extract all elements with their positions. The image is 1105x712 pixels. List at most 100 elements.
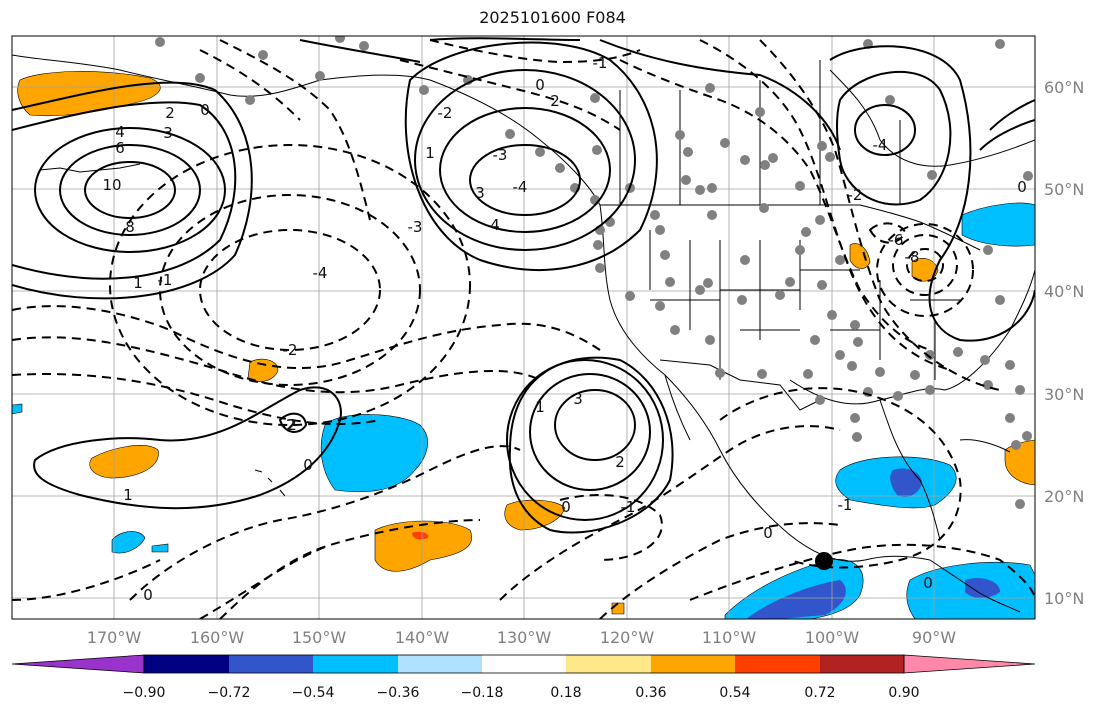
aleutian-chain: [39, 163, 141, 173]
colorbar-segment: [313, 655, 398, 673]
hawaii-islands: [254, 469, 286, 497]
contour-label: 2: [550, 92, 560, 110]
contour-label: 0: [763, 524, 773, 542]
lat-label: 10°N: [1044, 589, 1084, 608]
contour-label: -8: [905, 248, 920, 266]
map-content: 10 8 6 4 3 2 1 0 -1 -2 -3 -4 0 -1 -2 2 1…: [12, 36, 1035, 619]
lon-label: 160°W: [190, 628, 245, 647]
contour-label: -2: [283, 341, 298, 359]
contour-label: 4: [115, 123, 125, 141]
gridlines: [12, 36, 1035, 619]
lat-label: 50°N: [1044, 180, 1084, 199]
contour-label: 0: [303, 456, 313, 474]
lon-label: 100°W: [805, 628, 860, 647]
contour-label: 0: [200, 101, 210, 119]
baja: [664, 374, 691, 441]
cyan-shade-greatlakes: [961, 202, 1035, 247]
red-shade-135w: [412, 531, 429, 540]
contour-label: 0: [535, 76, 545, 94]
colorbar-tick-label: −0.90: [123, 685, 166, 701]
contour-label: 2: [615, 453, 625, 471]
cyan-shade-hawaii-south: [111, 531, 146, 554]
blue-shade-mexico: [746, 580, 846, 619]
state-lines: [649, 230, 960, 380]
colorbar-segment: [482, 655, 566, 673]
lon-label: 110°W: [702, 628, 757, 647]
blue-shade-gulf: [890, 468, 922, 497]
contour-label: -2: [438, 104, 453, 122]
contour-label: 0: [561, 498, 571, 516]
blue-shade-caribbean: [965, 578, 1000, 598]
lat-label: 40°N: [1044, 282, 1084, 301]
hudson-coast: [829, 69, 1035, 167]
lat-axis-labels: 60°N 50°N 40°N 30°N 20°N 10°N: [1044, 78, 1084, 608]
lon-label: 140°W: [395, 628, 450, 647]
contour-label: -6: [889, 231, 904, 249]
contour-label: 2: [165, 104, 175, 122]
lat-label: 60°N: [1044, 78, 1084, 97]
colorbar-left-extend: [11, 654, 145, 674]
lon-label: 90°W: [912, 628, 956, 647]
shading-layer: [12, 71, 1035, 619]
colorbar-segment: [651, 655, 735, 673]
contour-label: 3: [573, 390, 583, 408]
colorbar-segment: [566, 655, 651, 673]
colorbar-tick-label: −0.18: [461, 685, 504, 701]
contour-label: 8: [125, 218, 135, 236]
contour-label: 1: [535, 398, 545, 416]
orange-shade-pacific: [89, 445, 159, 479]
colorbar: −0.90 −0.72 −0.54 −0.36 −0.18 0.18 0.36 …: [11, 654, 1036, 701]
contour-label: -4: [313, 264, 328, 282]
lon-label: 120°W: [600, 628, 655, 647]
orange-shade-tiny: [611, 602, 625, 615]
contour-label: 3: [163, 124, 173, 142]
contour-label: 0: [1017, 178, 1027, 196]
colorbar-tick-label: −0.54: [292, 685, 335, 701]
lon-axis-labels: 170°W 160°W 150°W 140°W 130°W 120°W 110°…: [87, 628, 956, 647]
contour-labels: 10 8 6 4 3 2 1 0 -1 -2 -3 -4 0 -1 -2 2 1…: [102, 54, 1026, 604]
contour-label: -1: [593, 54, 608, 72]
contour-label: 0: [923, 574, 933, 592]
colorbar-segment: [229, 655, 313, 673]
central-america: [929, 559, 1021, 613]
colorbar-segment: [820, 655, 904, 673]
contour-label: -2: [281, 416, 296, 434]
lat-label: 30°N: [1044, 385, 1084, 404]
contour-label: -4: [873, 136, 888, 154]
colorbar-tick-label: −0.72: [208, 685, 251, 701]
dashed-contours: [12, 39, 1035, 619]
west-coast: [599, 204, 931, 562]
contour-label: -1: [158, 271, 173, 289]
cuba: [959, 439, 1011, 453]
colorbar-tick-label: 0.90: [888, 685, 919, 701]
lat-label: 20°N: [1044, 487, 1084, 506]
colorbar-segment: [735, 655, 820, 673]
orange-shade-plains: [849, 243, 871, 269]
lon-label: 150°W: [292, 628, 347, 647]
yucatan: [879, 399, 941, 541]
contour-label: 1: [425, 144, 435, 162]
canada-provinces: [619, 60, 901, 205]
colorbar-segment: [144, 655, 229, 673]
contour-label: 4: [490, 216, 500, 234]
map-title: 2025101600 F084: [479, 8, 626, 27]
contour-label: 3: [475, 184, 485, 202]
contour-label: 0: [143, 586, 153, 604]
contour-label: 1: [133, 274, 143, 292]
colorbar-tick-label: −0.36: [377, 685, 420, 701]
map-frame: [11, 35, 1036, 620]
contour-label: 10: [102, 176, 121, 194]
cyan-shade-west: [12, 403, 23, 415]
colorbar-tick-label: 0.36: [635, 685, 666, 701]
contour-label: -2: [848, 186, 863, 204]
gulf-coast: [789, 269, 1035, 405]
contour-label: -4: [513, 178, 528, 196]
contour-label: -1: [838, 496, 853, 514]
colorbar-tick-label: 0.72: [804, 685, 835, 701]
lon-label: 170°W: [87, 628, 142, 647]
contour-label: 1: [123, 486, 133, 504]
contour-label: -1: [621, 498, 636, 516]
us-mexico-border: [659, 359, 821, 411]
contour-label: 6: [115, 139, 125, 157]
